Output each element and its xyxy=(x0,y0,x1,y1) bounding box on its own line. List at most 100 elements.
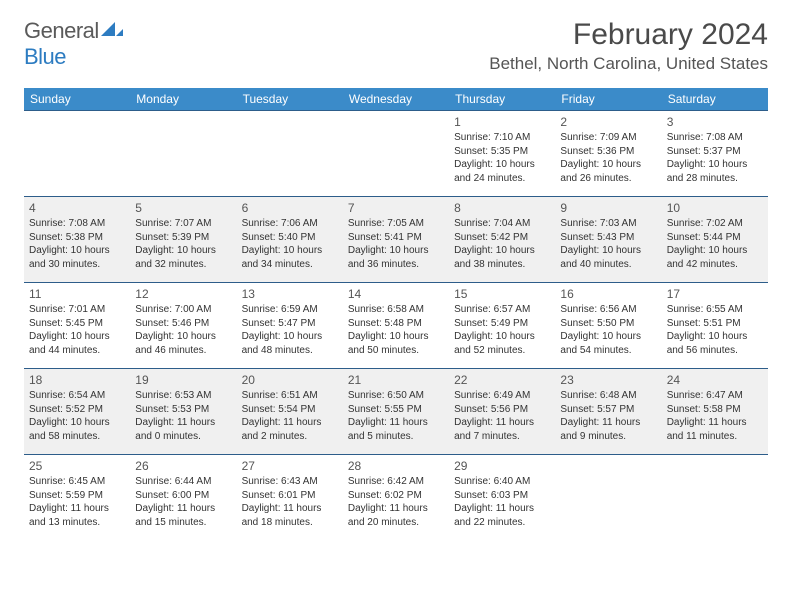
daylight-text: Daylight: 10 hours and 28 minutes. xyxy=(667,158,763,185)
calendar-header-cell: Tuesday xyxy=(237,88,343,111)
calendar-cell: 16Sunrise: 6:56 AMSunset: 5:50 PMDayligh… xyxy=(555,283,661,369)
daylight-text: Daylight: 10 hours and 52 minutes. xyxy=(454,330,550,357)
daylight-text: Daylight: 10 hours and 42 minutes. xyxy=(667,244,763,271)
calendar-cell: 26Sunrise: 6:44 AMSunset: 6:00 PMDayligh… xyxy=(130,455,236,541)
calendar-header-cell: Wednesday xyxy=(343,88,449,111)
calendar-body: 1Sunrise: 7:10 AMSunset: 5:35 PMDaylight… xyxy=(24,111,768,541)
day-number: 7 xyxy=(348,200,444,216)
location-text: Bethel, North Carolina, United States xyxy=(489,54,768,74)
sunset-text: Sunset: 6:00 PM xyxy=(135,489,231,503)
calendar-cell: 15Sunrise: 6:57 AMSunset: 5:49 PMDayligh… xyxy=(449,283,555,369)
sunrise-text: Sunrise: 7:02 AM xyxy=(667,217,763,231)
day-number: 12 xyxy=(135,286,231,302)
day-number: 21 xyxy=(348,372,444,388)
daylight-text: Daylight: 11 hours and 5 minutes. xyxy=(348,416,444,443)
sunset-text: Sunset: 5:42 PM xyxy=(454,231,550,245)
sunset-text: Sunset: 5:50 PM xyxy=(560,317,656,331)
calendar-header-cell: Friday xyxy=(555,88,661,111)
day-number: 22 xyxy=(454,372,550,388)
day-number: 13 xyxy=(242,286,338,302)
sunset-text: Sunset: 5:46 PM xyxy=(135,317,231,331)
calendar-cell: 12Sunrise: 7:00 AMSunset: 5:46 PMDayligh… xyxy=(130,283,236,369)
day-number: 24 xyxy=(667,372,763,388)
logo-text: GeneralBlue xyxy=(24,18,123,70)
calendar-cell: 8Sunrise: 7:04 AMSunset: 5:42 PMDaylight… xyxy=(449,197,555,283)
sunset-text: Sunset: 5:44 PM xyxy=(667,231,763,245)
calendar-cell: 27Sunrise: 6:43 AMSunset: 6:01 PMDayligh… xyxy=(237,455,343,541)
daylight-text: Daylight: 10 hours and 24 minutes. xyxy=(454,158,550,185)
sunrise-text: Sunrise: 6:40 AM xyxy=(454,475,550,489)
sunset-text: Sunset: 5:45 PM xyxy=(29,317,125,331)
sunrise-text: Sunrise: 7:03 AM xyxy=(560,217,656,231)
sunset-text: Sunset: 5:57 PM xyxy=(560,403,656,417)
day-number: 19 xyxy=(135,372,231,388)
sunrise-text: Sunrise: 6:56 AM xyxy=(560,303,656,317)
sunset-text: Sunset: 5:39 PM xyxy=(135,231,231,245)
daylight-text: Daylight: 11 hours and 9 minutes. xyxy=(560,416,656,443)
day-number: 5 xyxy=(135,200,231,216)
calendar-cell: 24Sunrise: 6:47 AMSunset: 5:58 PMDayligh… xyxy=(662,369,768,455)
daylight-text: Daylight: 11 hours and 2 minutes. xyxy=(242,416,338,443)
sunset-text: Sunset: 5:49 PM xyxy=(454,317,550,331)
daylight-text: Daylight: 10 hours and 50 minutes. xyxy=(348,330,444,357)
day-number: 10 xyxy=(667,200,763,216)
calendar-cell: 2Sunrise: 7:09 AMSunset: 5:36 PMDaylight… xyxy=(555,111,661,197)
sunset-text: Sunset: 6:01 PM xyxy=(242,489,338,503)
calendar-cell: 21Sunrise: 6:50 AMSunset: 5:55 PMDayligh… xyxy=(343,369,449,455)
daylight-text: Daylight: 10 hours and 40 minutes. xyxy=(560,244,656,271)
calendar-row: 1Sunrise: 7:10 AMSunset: 5:35 PMDaylight… xyxy=(24,111,768,197)
day-number: 28 xyxy=(348,458,444,474)
calendar-cell: 17Sunrise: 6:55 AMSunset: 5:51 PMDayligh… xyxy=(662,283,768,369)
day-number: 1 xyxy=(454,114,550,130)
day-number: 4 xyxy=(29,200,125,216)
daylight-text: Daylight: 10 hours and 54 minutes. xyxy=(560,330,656,357)
daylight-text: Daylight: 11 hours and 7 minutes. xyxy=(454,416,550,443)
calendar-cell: 22Sunrise: 6:49 AMSunset: 5:56 PMDayligh… xyxy=(449,369,555,455)
logo: GeneralBlue xyxy=(24,18,123,70)
sunrise-text: Sunrise: 7:08 AM xyxy=(667,131,763,145)
day-number: 14 xyxy=(348,286,444,302)
daylight-text: Daylight: 11 hours and 11 minutes. xyxy=(667,416,763,443)
calendar-cell: 13Sunrise: 6:59 AMSunset: 5:47 PMDayligh… xyxy=(237,283,343,369)
calendar-row: 25Sunrise: 6:45 AMSunset: 5:59 PMDayligh… xyxy=(24,455,768,541)
calendar-cell: 10Sunrise: 7:02 AMSunset: 5:44 PMDayligh… xyxy=(662,197,768,283)
day-number: 9 xyxy=(560,200,656,216)
sunrise-text: Sunrise: 6:42 AM xyxy=(348,475,444,489)
sunset-text: Sunset: 5:52 PM xyxy=(29,403,125,417)
sunset-text: Sunset: 5:54 PM xyxy=(242,403,338,417)
daylight-text: Daylight: 10 hours and 46 minutes. xyxy=(135,330,231,357)
sunrise-text: Sunrise: 6:44 AM xyxy=(135,475,231,489)
day-number: 20 xyxy=(242,372,338,388)
calendar-header-cell: Monday xyxy=(130,88,236,111)
sunrise-text: Sunrise: 6:53 AM xyxy=(135,389,231,403)
header: GeneralBlue February 2024 Bethel, North … xyxy=(24,18,768,74)
sunrise-text: Sunrise: 6:45 AM xyxy=(29,475,125,489)
sunrise-text: Sunrise: 6:55 AM xyxy=(667,303,763,317)
sunset-text: Sunset: 5:36 PM xyxy=(560,145,656,159)
sunrise-text: Sunrise: 6:51 AM xyxy=(242,389,338,403)
day-number: 29 xyxy=(454,458,550,474)
page: GeneralBlue February 2024 Bethel, North … xyxy=(0,0,792,559)
calendar-table: SundayMondayTuesdayWednesdayThursdayFrid… xyxy=(24,88,768,541)
sunrise-text: Sunrise: 7:08 AM xyxy=(29,217,125,231)
sunset-text: Sunset: 5:47 PM xyxy=(242,317,338,331)
day-number: 25 xyxy=(29,458,125,474)
calendar-cell: 6Sunrise: 7:06 AMSunset: 5:40 PMDaylight… xyxy=(237,197,343,283)
sunset-text: Sunset: 5:38 PM xyxy=(29,231,125,245)
calendar-cell: 28Sunrise: 6:42 AMSunset: 6:02 PMDayligh… xyxy=(343,455,449,541)
calendar-cell xyxy=(237,111,343,197)
day-number: 26 xyxy=(135,458,231,474)
title-block: February 2024 Bethel, North Carolina, Un… xyxy=(489,18,768,74)
sunrise-text: Sunrise: 7:04 AM xyxy=(454,217,550,231)
sunset-text: Sunset: 5:43 PM xyxy=(560,231,656,245)
sunrise-text: Sunrise: 7:06 AM xyxy=(242,217,338,231)
daylight-text: Daylight: 11 hours and 0 minutes. xyxy=(135,416,231,443)
sunrise-text: Sunrise: 6:43 AM xyxy=(242,475,338,489)
sunset-text: Sunset: 5:48 PM xyxy=(348,317,444,331)
daylight-text: Daylight: 10 hours and 34 minutes. xyxy=(242,244,338,271)
sunrise-text: Sunrise: 6:54 AM xyxy=(29,389,125,403)
daylight-text: Daylight: 10 hours and 38 minutes. xyxy=(454,244,550,271)
daylight-text: Daylight: 10 hours and 48 minutes. xyxy=(242,330,338,357)
calendar-cell: 23Sunrise: 6:48 AMSunset: 5:57 PMDayligh… xyxy=(555,369,661,455)
day-number: 16 xyxy=(560,286,656,302)
